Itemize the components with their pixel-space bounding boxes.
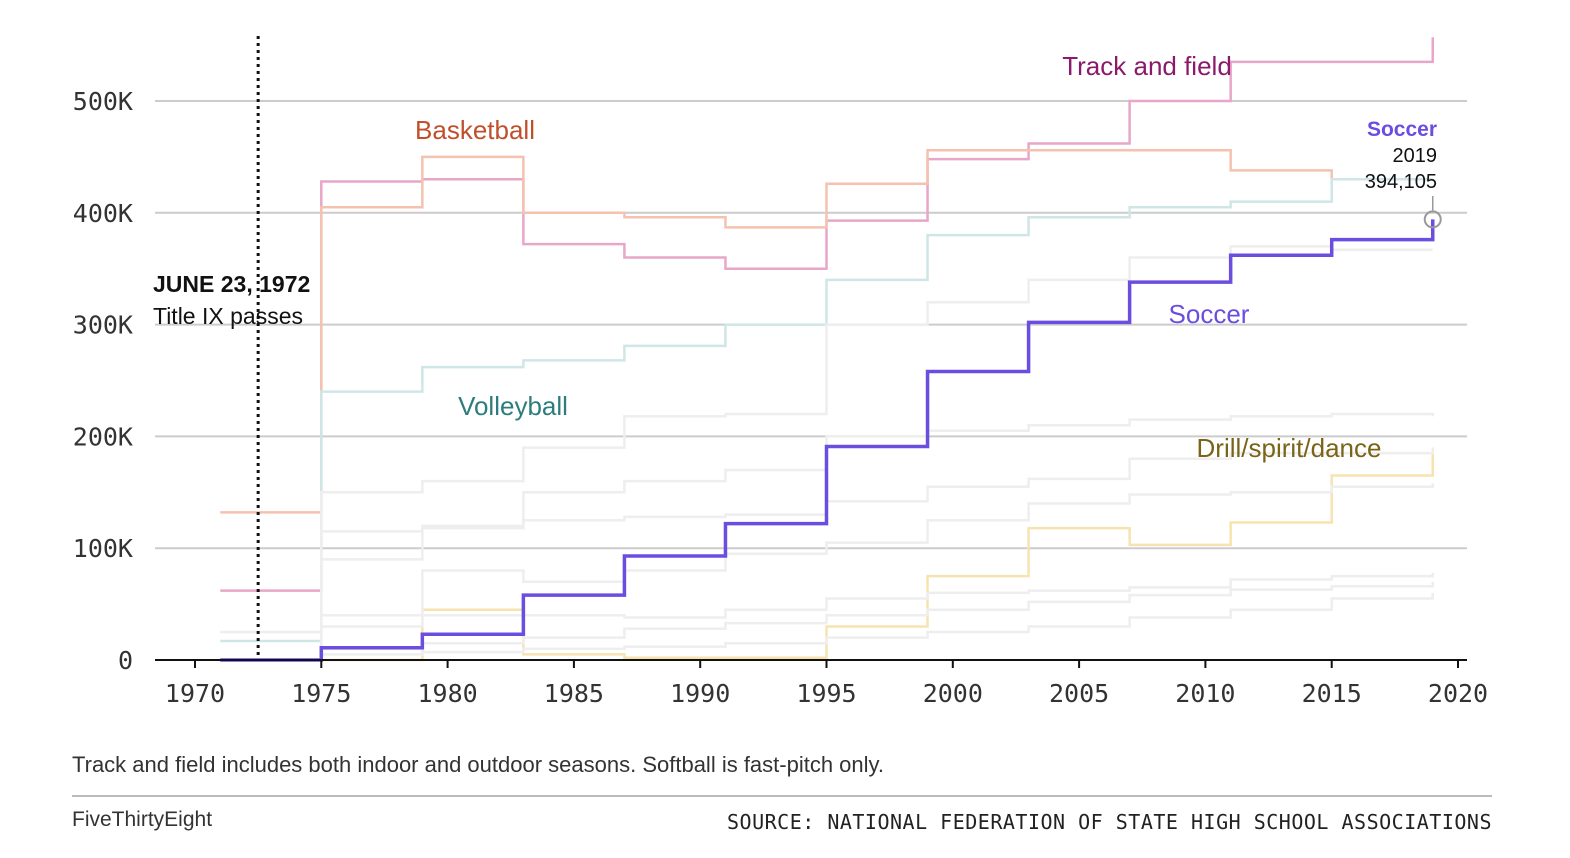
x-tick-label: 2005 (1049, 679, 1109, 708)
series-line-volleyball (220, 178, 1433, 643)
x-tick-label: 2010 (1175, 679, 1235, 708)
y-tick-label: 0 (118, 646, 133, 675)
series-line-drill-spirit-dance (220, 447, 1434, 662)
x-tick-label: 1985 (544, 679, 604, 708)
series-labels: Track and field Basketball Volleyball Dr… (415, 51, 1381, 463)
y-tick-label: 500K (73, 87, 133, 116)
callout-year: 2019 (1393, 145, 1438, 167)
series-label-basketball: Basketball (415, 115, 535, 145)
footer-divider (72, 795, 1492, 797)
y-tick-label: 200K (73, 422, 133, 451)
callout-value: 394,105 (1365, 171, 1437, 193)
series-line-soccer (220, 219, 1435, 662)
source-credit: SOURCE: NATIONAL FEDERATION OF STATE HIG… (726, 810, 1492, 834)
y-tick-label: 300K (73, 311, 133, 340)
series-line-other-8 (220, 483, 1434, 662)
step-line-chart: 0 100K 200K 300K 400K 500K 1970 1975 1980 1985 199… (73, 36, 1488, 708)
callout-marker (1423, 210, 1442, 229)
series-line-other-6 (220, 412, 1434, 662)
series-line-other-9 (220, 572, 1434, 634)
series-label-soccer: Soccer (1169, 299, 1250, 329)
x-tick-label: 1975 (291, 679, 351, 708)
brand-credit: FiveThirtyEight (72, 808, 213, 831)
series-line-basketball (220, 148, 1433, 514)
title-ix-annotation: JUNE 23, 1972 Title IX passes (153, 36, 310, 660)
chart-note: Track and field includes both indoor and… (72, 752, 885, 777)
y-tick-label: 400K (73, 199, 133, 228)
series-label-drill-spirit-dance: Drill/spirit/dance (1197, 433, 1382, 463)
callout-series-name: Soccer (1367, 118, 1437, 141)
series-label-volleyball: Volleyball (458, 391, 568, 421)
x-tick-label: 1980 (417, 679, 477, 708)
x-tick-label: 1995 (796, 679, 856, 708)
x-tick-label: 2015 (1302, 679, 1362, 708)
axes: 0 100K 200K 300K 400K 500K 1970 1975 1980 1985 199… (73, 87, 1488, 708)
y-tick-label: 100K (73, 534, 133, 563)
series-label-track-and-field: Track and field (1062, 51, 1232, 81)
annotation-date: JUNE 23, 1972 (153, 271, 310, 297)
x-tick-label: 1970 (165, 679, 225, 708)
x-tick-label: 2020 (1428, 679, 1488, 708)
series-line-other-11 (220, 592, 1434, 662)
x-tick-label: 2000 (923, 679, 983, 708)
annotation-text: Title IX passes (153, 303, 303, 329)
series-lines (220, 37, 1435, 662)
x-tick-label: 1990 (670, 679, 730, 708)
soccer-callout: Soccer 2019 394,105 (1365, 118, 1442, 229)
